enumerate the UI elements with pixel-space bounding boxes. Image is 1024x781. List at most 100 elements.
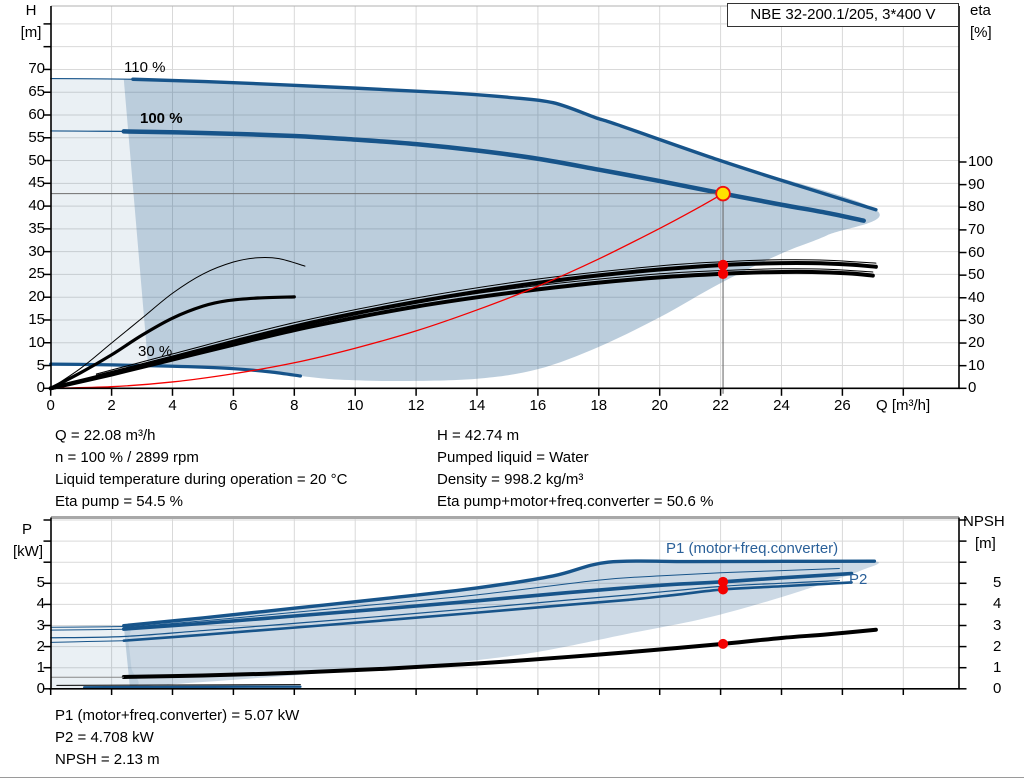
tick-label: 50	[28, 151, 45, 169]
annotation-line: P1 (motor+freq.converter) = 5.07 kW	[55, 707, 300, 724]
tick-label: 0	[968, 379, 977, 397]
tick-label: 14	[468, 397, 486, 414]
eta-curve-thin-short	[50, 256, 306, 389]
tick-label: 90	[968, 175, 985, 193]
tick-label: 24	[773, 397, 790, 414]
eta-total-point[interactable]	[717, 268, 729, 279]
tick-label: 0	[36, 679, 45, 697]
p1-point[interactable]	[718, 576, 729, 587]
p2-point[interactable]	[718, 584, 729, 595]
tick-label: 20	[651, 397, 669, 414]
tick-label: 10	[28, 333, 45, 351]
tick-label: 0	[46, 397, 55, 414]
p-max-curve	[122, 559, 877, 628]
tick-label: 4	[36, 595, 45, 613]
q-axis-title: Q [m³/h]	[876, 397, 931, 414]
tick-label: 4	[168, 397, 177, 414]
curve-label-30pct: 30 %	[138, 343, 173, 360]
h-axis-unit: [m]	[20, 24, 42, 41]
npsh-point[interactable]	[718, 638, 729, 649]
tick-label: 3	[993, 616, 1002, 634]
eta-axis-title: eta	[970, 2, 991, 19]
p2-curve-label: P2	[849, 571, 868, 588]
curve-100pct	[121, 129, 866, 223]
operating-point[interactable]	[715, 185, 731, 202]
annotation-line: Density = 998.2 kg/m³	[437, 471, 584, 488]
tick-label: 40	[28, 197, 45, 215]
p1-curve-label: P1 (motor+freq.converter)	[666, 540, 839, 557]
tick-label: 70	[28, 60, 45, 78]
npsh-stub-thin	[56, 684, 301, 686]
annotation-line: Eta pump = 54.5 %	[55, 493, 183, 510]
duty-annotation-left: Q = 22.08 m³/h n = 100 % / 2899 rpm Liquid…	[55, 425, 347, 513]
tick-label: 12	[407, 397, 425, 414]
tick-label: 5	[993, 574, 1002, 592]
curve-label-100pct: 100 %	[140, 110, 183, 127]
curve-110pct-lead	[50, 77, 134, 80]
annotation-line: Eta pump+motor+freq.converter = 50.6 %	[437, 493, 714, 510]
tick-label: 25	[28, 265, 45, 283]
tick-label: 35	[28, 219, 45, 237]
tick-label: 4	[993, 595, 1002, 613]
annotation-line: P2 = 4.708 kW	[55, 729, 154, 746]
tick-label: 55	[28, 128, 45, 146]
pump-title-box: NBE 32-200.1/205, 3*400 V	[727, 3, 959, 27]
tick-label: 1	[36, 658, 45, 676]
eta-curve-thick-short	[49, 295, 296, 390]
tick-label: 80	[968, 198, 985, 216]
tick-label: 20	[28, 288, 45, 306]
p2-lead	[50, 640, 125, 643]
annotation-line: NPSH = 2.13 m	[55, 751, 160, 768]
tick-label: 1	[993, 658, 1002, 676]
tick-label: 22	[712, 397, 729, 414]
annotation-line: n = 100 % / 2899 rpm	[55, 449, 199, 466]
p1-curve	[121, 571, 854, 631]
hq-chart	[43, 5, 967, 396]
npsh-axis-title: NPSH	[963, 513, 1005, 530]
p1-lead	[50, 628, 125, 631]
tick-label: 3	[36, 616, 45, 634]
tick-label: 26	[834, 397, 851, 414]
annotation-line: Liquid temperature during operation = 20…	[55, 471, 348, 488]
tick-label: 5	[36, 356, 45, 374]
tick-label: 5	[36, 574, 45, 592]
tick-label: 30	[968, 311, 985, 329]
tick-label: 70	[968, 220, 985, 238]
tick-label: 50	[968, 266, 985, 284]
tick-label: 60	[28, 106, 45, 123]
tick-label: 15	[28, 310, 45, 328]
annotation-line: Pumped liquid = Water	[437, 449, 589, 466]
p-axis-unit: [kW]	[13, 543, 43, 560]
envelope-light	[50, 78, 880, 382]
tick-label: 30	[28, 242, 45, 260]
curve-110pct	[131, 77, 878, 212]
eta-pump-companion	[95, 259, 877, 375]
annotation-line: H = 42.74 m	[437, 427, 520, 444]
tick-label: 18	[590, 397, 608, 414]
p-max-lead	[50, 626, 125, 628]
power-npsh-chart	[43, 516, 967, 695]
tick-label: 2	[36, 637, 45, 655]
tick-label: 10	[346, 397, 364, 414]
eta-pump-point[interactable]	[717, 259, 729, 271]
tick-label: 10	[968, 356, 985, 374]
tick-label: 45	[28, 174, 45, 192]
tick-label: 8	[290, 397, 299, 414]
curve-label-110pct: 110 %	[124, 59, 166, 76]
tick-label: 0	[993, 679, 1002, 697]
eta-axis-unit: [%]	[970, 24, 992, 41]
h-axis-title: H	[25, 2, 37, 19]
bottom-divider	[0, 777, 1024, 778]
result-annotation: P1 (motor+freq.converter) = 5.07 kW P2 = …	[55, 705, 299, 771]
duty-annotation-right: H = 42.74 m Pumped liquid = Water Density …	[437, 425, 713, 513]
p-axis-title: P	[21, 521, 32, 538]
p1-110-thin	[123, 568, 840, 629]
tick-label: 6	[229, 397, 238, 414]
tick-label: 100	[968, 153, 994, 170]
tick-label: 20	[968, 334, 985, 352]
npsh-curve	[121, 627, 878, 679]
system-curve	[50, 192, 724, 389]
tick-label: 60	[968, 243, 985, 261]
